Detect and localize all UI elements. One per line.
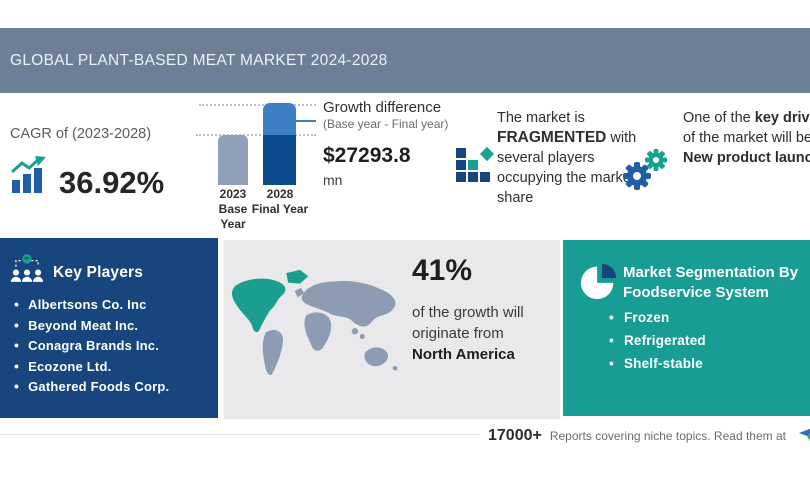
list-item: Albertsons Co. Inc	[14, 298, 169, 312]
segmentation-list: Frozen Refrigerated Shelf-stable	[609, 310, 706, 379]
list-item: Refrigerated	[609, 333, 706, 348]
list-item: Shelf-stable	[609, 356, 706, 371]
drivers-topic: New product launches	[683, 150, 810, 166]
list-item: Conagra Brands Inc.	[14, 339, 169, 353]
key-players-panel: Key Players Albertsons Co. Inc Beyond Me…	[0, 238, 218, 418]
page-title: GLOBAL PLANT-BASED MEAT MARKET 2024-2028	[10, 51, 388, 69]
callout-subtitle: (Base year - Final year)	[323, 117, 449, 131]
cagr-section: CAGR of (2023-2028) 36.92%	[10, 126, 164, 200]
technavio-logo: technavio	[798, 425, 810, 447]
report-count: 17000+	[488, 427, 542, 444]
list-item: Gathered Foods Corp.	[14, 380, 169, 394]
arrow-left-icon	[283, 114, 317, 132]
org-chart-icon	[10, 252, 44, 293]
list-item: Frozen	[609, 310, 706, 325]
fragmented-market-icon	[456, 146, 500, 191]
paper-plane-icon	[798, 425, 810, 447]
key-drivers-text: One of the key drivers of the market wil…	[683, 108, 810, 168]
growth-amount: $27293.8	[323, 144, 411, 167]
cagr-label: CAGR of (2023-2028)	[10, 126, 152, 142]
growth-unit: mn	[323, 172, 343, 188]
key-players-title: Key Players	[53, 263, 144, 281]
segmentation-title: Market Segmentation By Foodservice Syste…	[623, 264, 799, 301]
gears-icon	[620, 148, 670, 197]
list-item: Beyond Meat Inc.	[14, 319, 169, 333]
growth-trend-icon	[10, 155, 50, 200]
fragmented-highlight: FRAGMENTED	[497, 129, 607, 146]
bar-2028-base-segment	[263, 135, 296, 185]
segmentation-panel: Market Segmentation By Foodservice Syste…	[563, 240, 810, 416]
region-percent: 41%	[412, 254, 473, 287]
footer-text: Reports covering niche topics. Read them…	[549, 429, 786, 443]
fragmented-text: The market is FRAGMENTED with several pl…	[497, 110, 637, 206]
bar-label-2023: 2023 Base Year	[218, 187, 248, 231]
callout-title: Growth difference	[323, 99, 442, 116]
region-growth-panel: 41% of the growth will originate from No…	[224, 240, 560, 419]
footer: 17000+ Reports covering niche topics. Re…	[488, 425, 810, 447]
world-map	[228, 266, 413, 393]
growth-difference-callout: Growth difference (Base year - Final yea…	[323, 99, 473, 188]
region-description: of the growth will originate from North …	[412, 304, 524, 363]
list-item: Ecozone Ltd.	[14, 360, 169, 374]
pie-chart-icon	[579, 260, 621, 307]
banner: GLOBAL PLANT-BASED MEAT MARKET 2024-2028	[0, 28, 810, 93]
cagr-value: 36.92%	[59, 165, 165, 200]
drivers-highlight: key drivers	[754, 110, 810, 126]
reference-line-base	[196, 134, 316, 136]
bar-2023	[218, 135, 248, 185]
reference-line-top	[199, 104, 316, 106]
key-players-list: Albertsons Co. Inc Beyond Meat Inc. Cona…	[14, 298, 169, 401]
footer-divider	[0, 434, 480, 435]
bar-label-2028: 2028 Final Year	[251, 187, 309, 216]
region-name: North America	[412, 346, 515, 363]
